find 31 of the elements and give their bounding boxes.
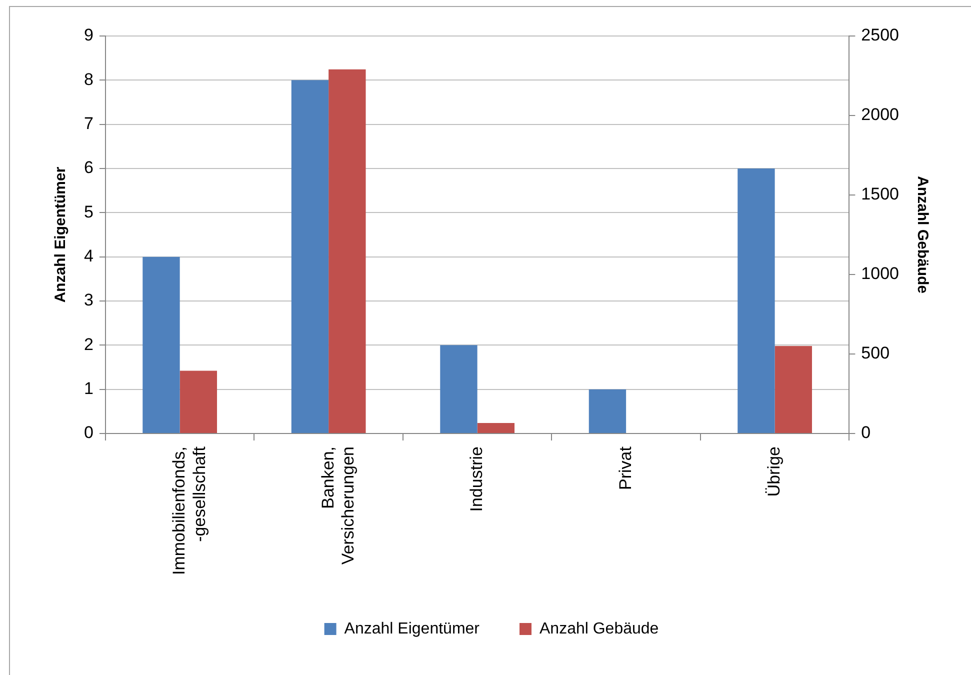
x-tick-label: Übrige bbox=[764, 446, 784, 497]
bar bbox=[738, 168, 775, 433]
bar bbox=[477, 423, 515, 433]
y-tick-label: 1 bbox=[84, 379, 94, 398]
bar bbox=[774, 346, 812, 433]
x-tick-label: Privat bbox=[616, 446, 635, 490]
y-tick-label: 5 bbox=[84, 202, 94, 222]
x-tick-label: Industrie bbox=[467, 446, 486, 512]
y2-axis-title: Anzahl Gebäude bbox=[914, 176, 931, 294]
bar bbox=[142, 256, 180, 433]
y-tick-label: 4 bbox=[84, 246, 94, 266]
legend-label: Anzahl Eigentümer bbox=[344, 620, 480, 638]
y-tick-label: 6 bbox=[84, 158, 94, 178]
y2-tick-label: 1000 bbox=[861, 264, 900, 284]
bar bbox=[588, 389, 626, 433]
x-tick-label: Immobilienfonds, -gesellschaft bbox=[170, 446, 209, 576]
y-tick-label: 2 bbox=[84, 334, 94, 354]
bar bbox=[440, 345, 478, 433]
y-tick-label: 0 bbox=[84, 423, 94, 442]
legend-label: Anzahl Gebäude bbox=[539, 620, 659, 638]
y-tick-label: 3 bbox=[84, 290, 94, 310]
y-axis-title: Anzahl Eigentümer bbox=[52, 166, 70, 303]
y2-tick-label: 2500 bbox=[861, 26, 900, 45]
y2-tick-label: 500 bbox=[861, 344, 890, 363]
y2-tick-label: 1500 bbox=[861, 184, 900, 204]
y2-tick-label: 2000 bbox=[861, 105, 900, 124]
y-tick-label: 8 bbox=[84, 70, 94, 89]
y-tick-label: 9 bbox=[84, 26, 94, 45]
y-tick-label: 7 bbox=[84, 114, 94, 134]
x-tick-label: Banken, Versicherungen bbox=[318, 446, 358, 565]
y2-tick-label: 0 bbox=[861, 423, 871, 442]
